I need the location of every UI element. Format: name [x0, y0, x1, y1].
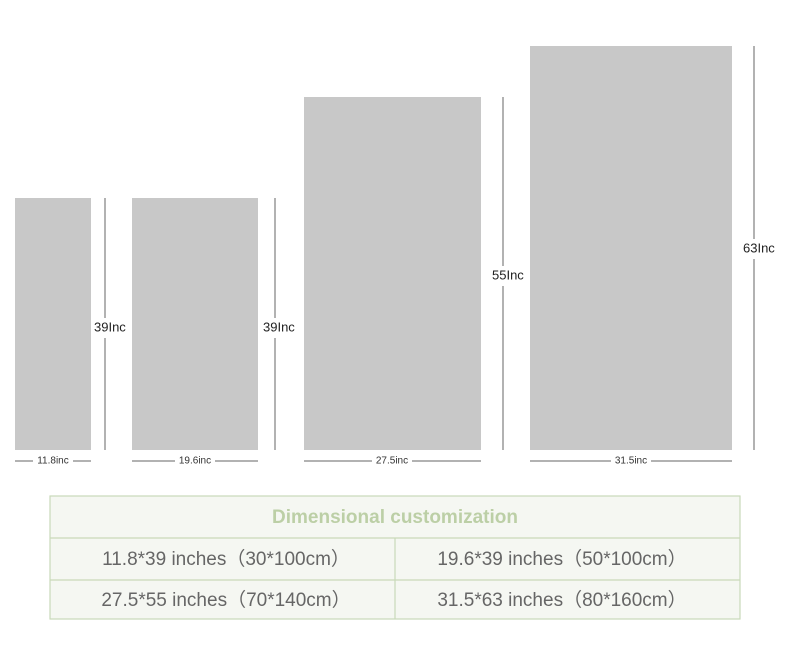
- height-label: 55Inc: [492, 267, 524, 282]
- height-label: 39Inc: [263, 319, 295, 334]
- label-bg: [741, 239, 781, 259]
- panel: [530, 46, 732, 450]
- width-label: 31.5inc: [615, 456, 647, 467]
- panel: [132, 198, 258, 450]
- panel: [15, 198, 91, 450]
- width-label: 11.8inc: [37, 456, 69, 467]
- panel: [304, 97, 481, 450]
- table-cell: 19.6*39 inches（50*100cm）: [437, 548, 686, 570]
- table-cell: 11.8*39 inches（30*100cm）: [102, 548, 350, 570]
- height-label: 63Inc: [743, 240, 775, 255]
- width-label: 27.5inc: [376, 456, 408, 467]
- label-bg: [372, 454, 412, 468]
- label-bg: [175, 454, 215, 468]
- label-bg: [490, 266, 526, 286]
- label-bg: [33, 454, 73, 468]
- table-cell: 31.5*63 inches（80*160cm）: [437, 589, 686, 611]
- label-bg: [611, 454, 651, 468]
- label-bg: [262, 318, 298, 338]
- table-title: Dimensional customization: [272, 507, 518, 528]
- height-label: 39Inc: [94, 319, 126, 334]
- label-bg: [92, 318, 128, 338]
- width-label: 19.6inc: [179, 456, 211, 467]
- table-cell: 27.5*55 inches（70*140cm）: [101, 589, 350, 611]
